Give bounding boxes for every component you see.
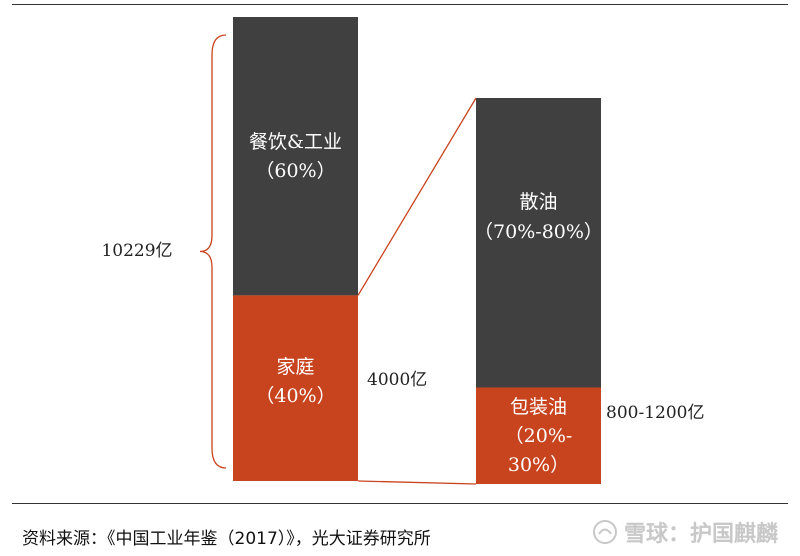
- side-label-bar2-seg2: 800-1200亿: [606, 403, 704, 423]
- total-brace: [199, 34, 227, 469]
- top-rule: [12, 4, 788, 5]
- label-bar2-seg1: 散油: [519, 191, 557, 213]
- bar-2-segment-2: [476, 387, 601, 484]
- side-label-bar1-seg2: 4000亿: [367, 370, 427, 390]
- watermark-text: 雪球：护国麒麟: [623, 522, 778, 547]
- bar-1-segment-2: [233, 295, 358, 481]
- share-bar1-seg2: （40%）: [255, 385, 335, 407]
- snowball-logo-icon: [592, 520, 617, 544]
- bar-1-segment-1: [233, 17, 358, 296]
- connector-top: [357, 97, 477, 296]
- share-bar2-seg2: （20%-: [505, 425, 573, 447]
- bar-2-segment-1: [476, 98, 601, 388]
- share2-bar2-seg2: 30%）: [508, 454, 569, 476]
- label-bar1-seg1: 餐饮&工业: [249, 131, 342, 153]
- watermark: 雪球：护国麒麟: [592, 516, 778, 548]
- total-label: 10229亿: [101, 241, 172, 261]
- bottom-rule: [12, 503, 788, 504]
- share-bar2-seg1: （70%-80%）: [474, 221, 603, 243]
- label-bar2-seg2: 包装油: [510, 396, 567, 418]
- source-note: 资料来源：《中国工业年鉴（2017）》，光大证券研究所: [22, 529, 431, 549]
- connector-bottom: [357, 480, 477, 485]
- label-bar1-seg2: 家庭: [276, 356, 314, 378]
- share-bar1-seg1: （60%）: [255, 160, 335, 182]
